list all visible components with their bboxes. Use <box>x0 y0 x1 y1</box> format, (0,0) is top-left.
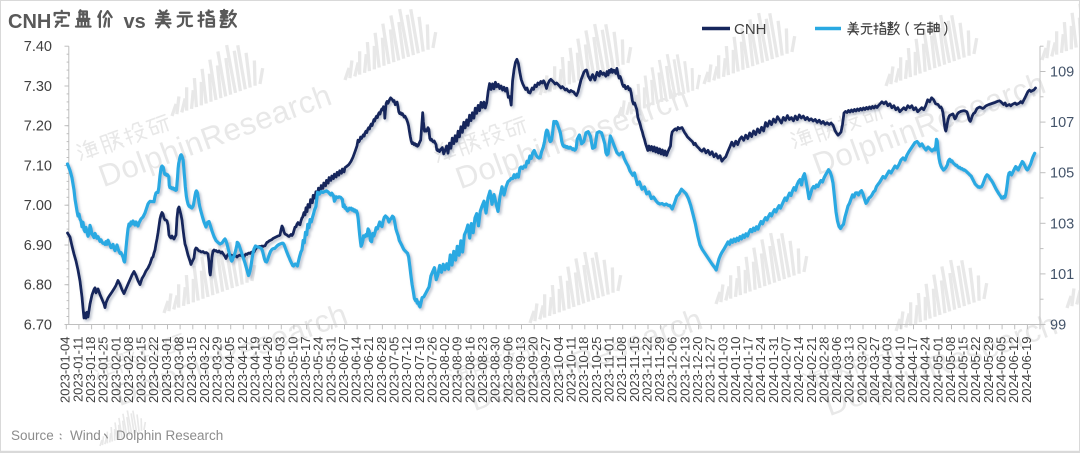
svg-text:7.20: 7.20 <box>24 119 52 135</box>
svg-text:6.90: 6.90 <box>24 238 52 254</box>
svg-text:109: 109 <box>1050 65 1074 81</box>
svg-text:vs: vs <box>124 11 146 33</box>
svg-text:6.80: 6.80 <box>24 278 52 294</box>
svg-text:Dolphin Research: Dolphin Research <box>116 428 223 443</box>
svg-text:99: 99 <box>1050 318 1066 334</box>
svg-text:6.70: 6.70 <box>24 318 52 334</box>
svg-text:CNH: CNH <box>8 11 51 33</box>
svg-text:7.40: 7.40 <box>24 39 52 55</box>
svg-text:2024-06-19: 2024-06-19 <box>1019 337 1034 404</box>
svg-text:105: 105 <box>1050 166 1074 182</box>
svg-text:Source: Source <box>11 428 54 443</box>
svg-text:CNH: CNH <box>734 21 767 38</box>
svg-text:7.30: 7.30 <box>24 79 52 95</box>
svg-text:7.10: 7.10 <box>24 159 52 175</box>
svg-text:101: 101 <box>1050 267 1074 283</box>
svg-text:103: 103 <box>1050 216 1074 232</box>
svg-text:7.00: 7.00 <box>24 198 52 214</box>
svg-text:107: 107 <box>1050 115 1074 131</box>
svg-text:Wind: Wind <box>70 428 101 443</box>
